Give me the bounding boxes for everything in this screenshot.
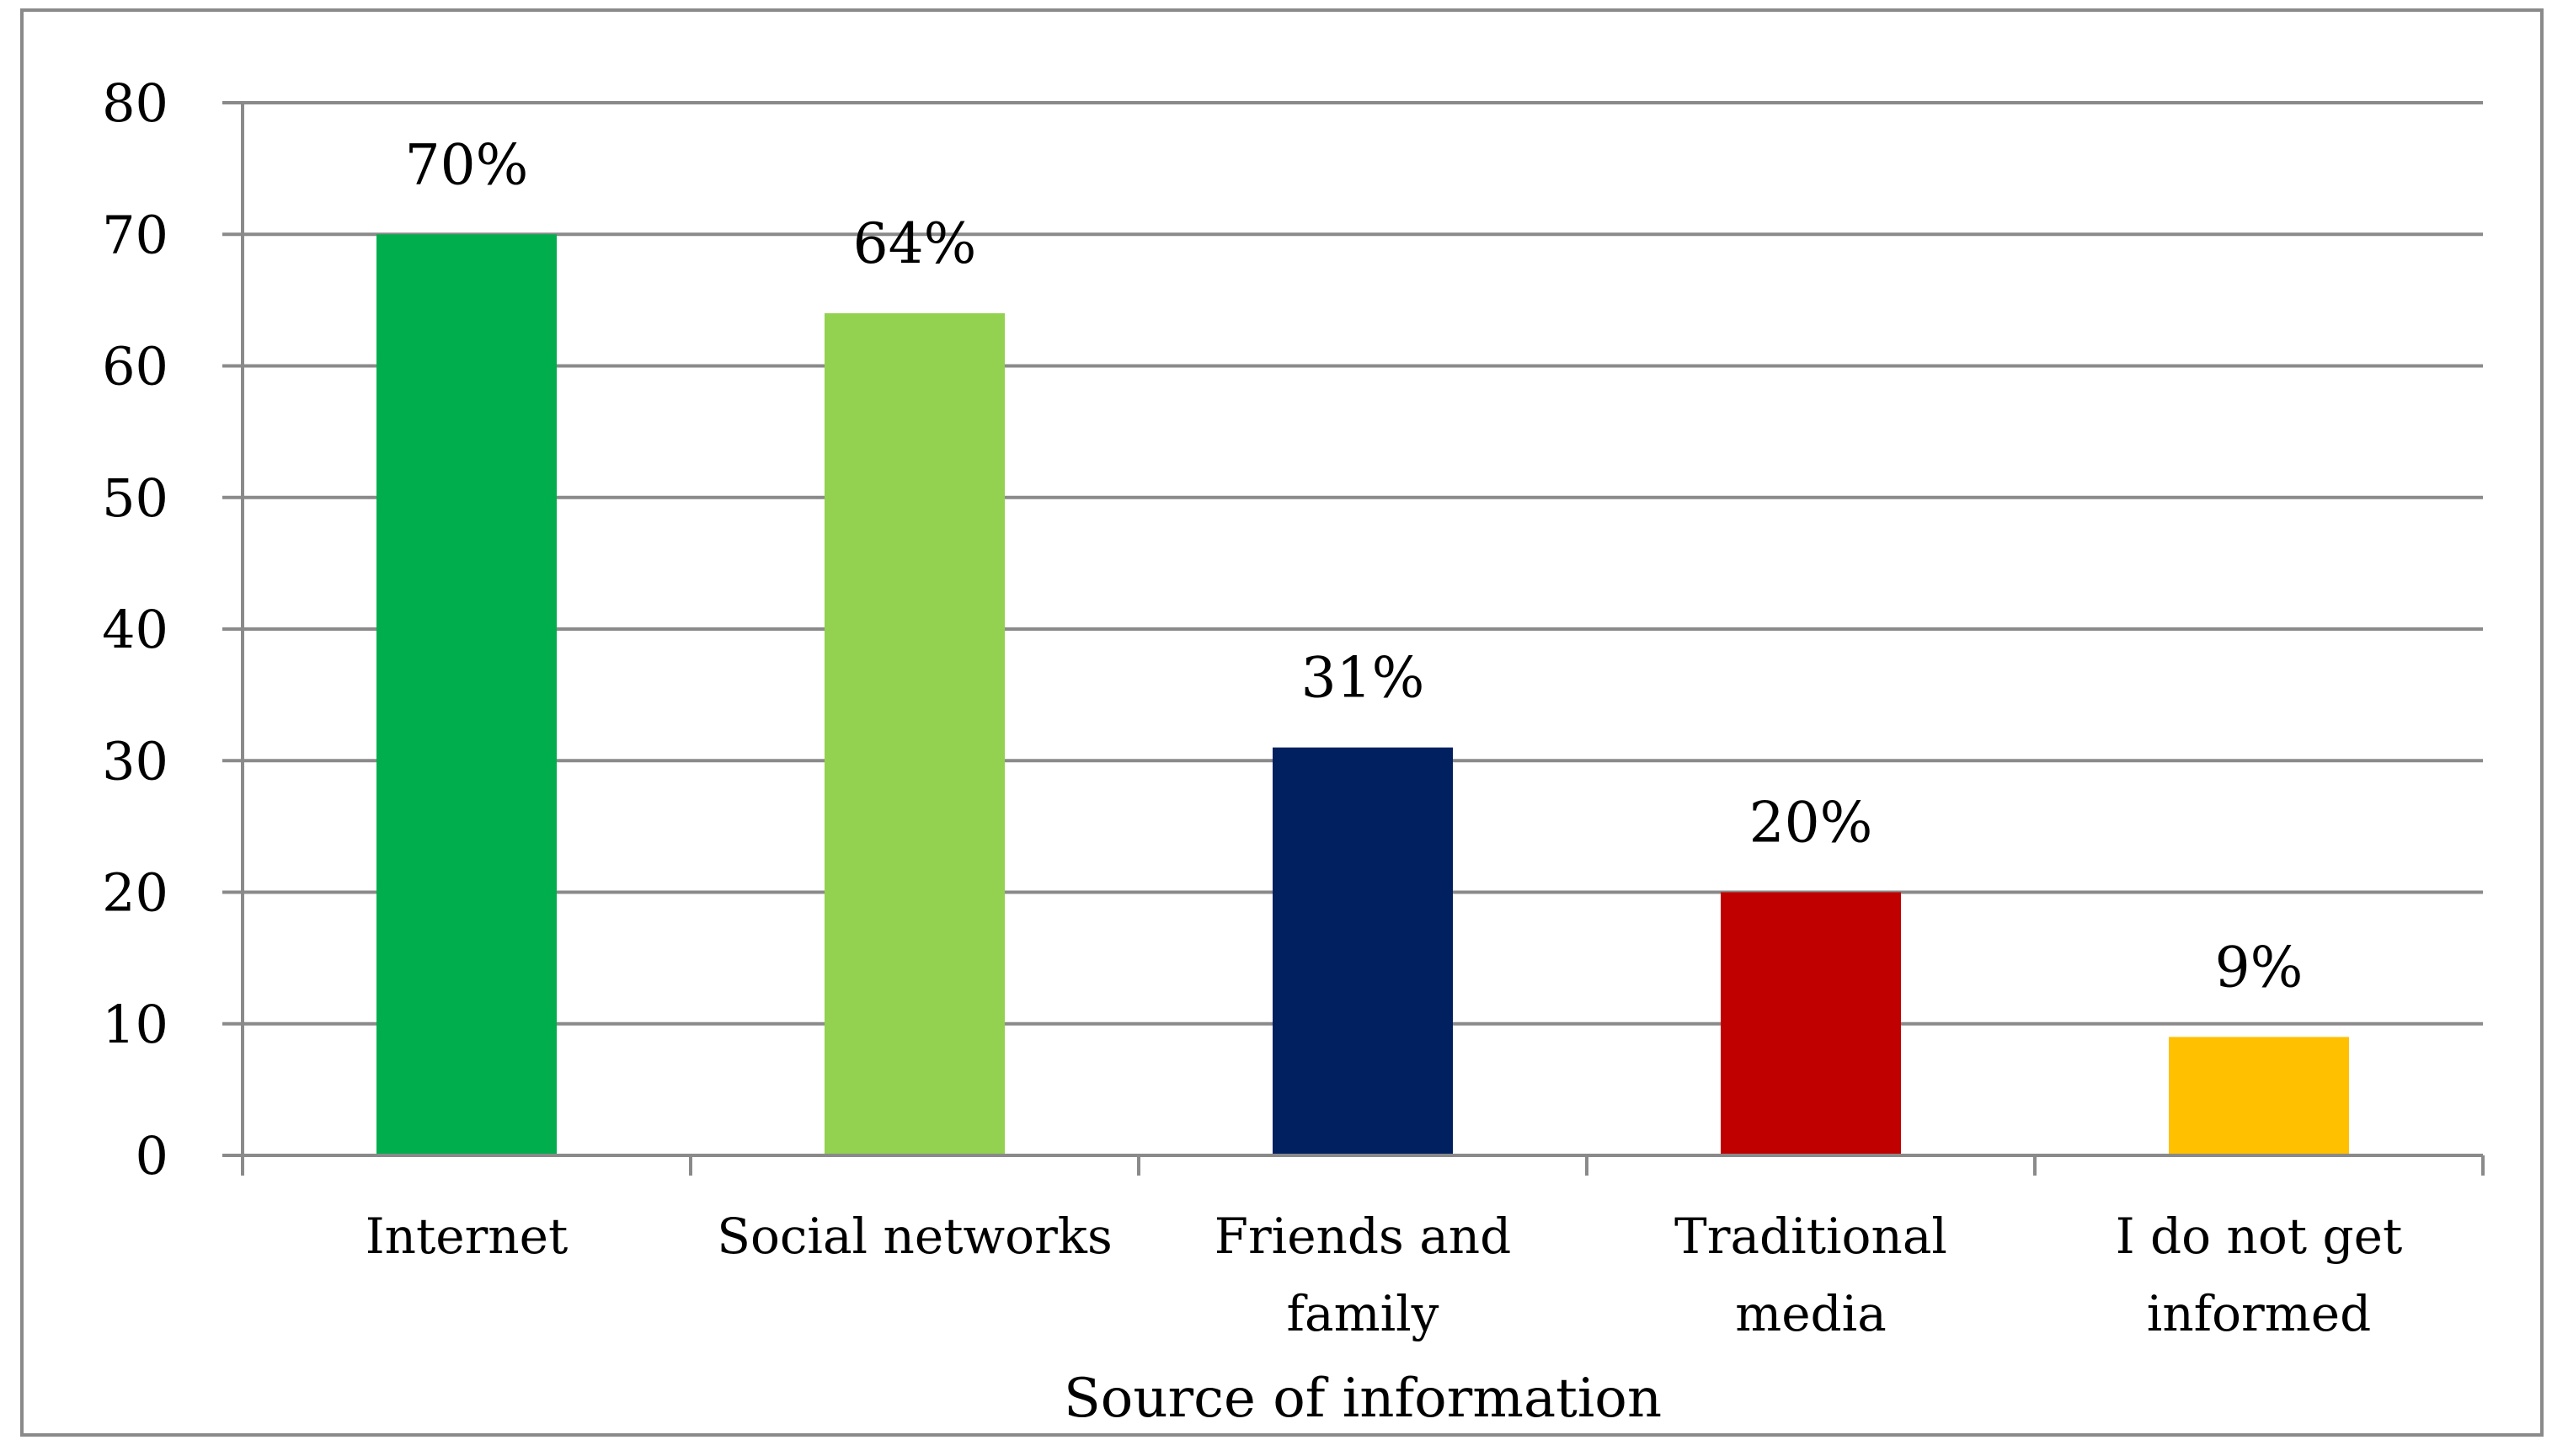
x-tick-label: family — [1287, 1285, 1439, 1342]
x-tick-label: informed — [2147, 1285, 2371, 1342]
x-tick-label: I do not get — [2116, 1208, 2403, 1265]
y-tick-label: 30 — [102, 730, 168, 792]
data-label: 20% — [1749, 791, 1873, 856]
bar — [1273, 747, 1453, 1155]
y-tick-label: 0 — [136, 1125, 168, 1187]
y-tick-label: 50 — [102, 467, 168, 529]
x-tick-label: media — [1735, 1285, 1887, 1342]
gridlines — [243, 101, 2483, 1026]
data-label: 31% — [1301, 646, 1425, 711]
y-tick-label: 20 — [102, 862, 168, 924]
bar — [376, 234, 557, 1155]
x-tick-label: Traditional — [1674, 1208, 1947, 1265]
y-tick-label: 40 — [102, 599, 168, 660]
x-tick-label: Social networks — [717, 1208, 1112, 1265]
x-tick-label: Friends and — [1215, 1208, 1512, 1265]
x-axis-title: Source of information — [1064, 1368, 1662, 1430]
data-label: 64% — [853, 211, 977, 276]
x-tick-label: Internet — [366, 1208, 569, 1265]
y-tick-label: 10 — [102, 994, 168, 1055]
bar — [1721, 892, 1901, 1155]
bar — [2169, 1037, 2349, 1155]
data-label: 70% — [405, 132, 529, 197]
labels: 0 10 20 30 40 50 60 70 80 70% Internet 64% Social ne… — [102, 72, 2402, 1342]
data-label: 9% — [2215, 935, 2304, 1000]
axes — [222, 101, 2485, 1176]
y-tick-label: 60 — [102, 336, 168, 397]
bars — [376, 234, 2349, 1155]
y-tick-label: 70 — [102, 204, 168, 265]
bar — [825, 313, 1005, 1155]
y-tick-label: 80 — [102, 72, 168, 134]
